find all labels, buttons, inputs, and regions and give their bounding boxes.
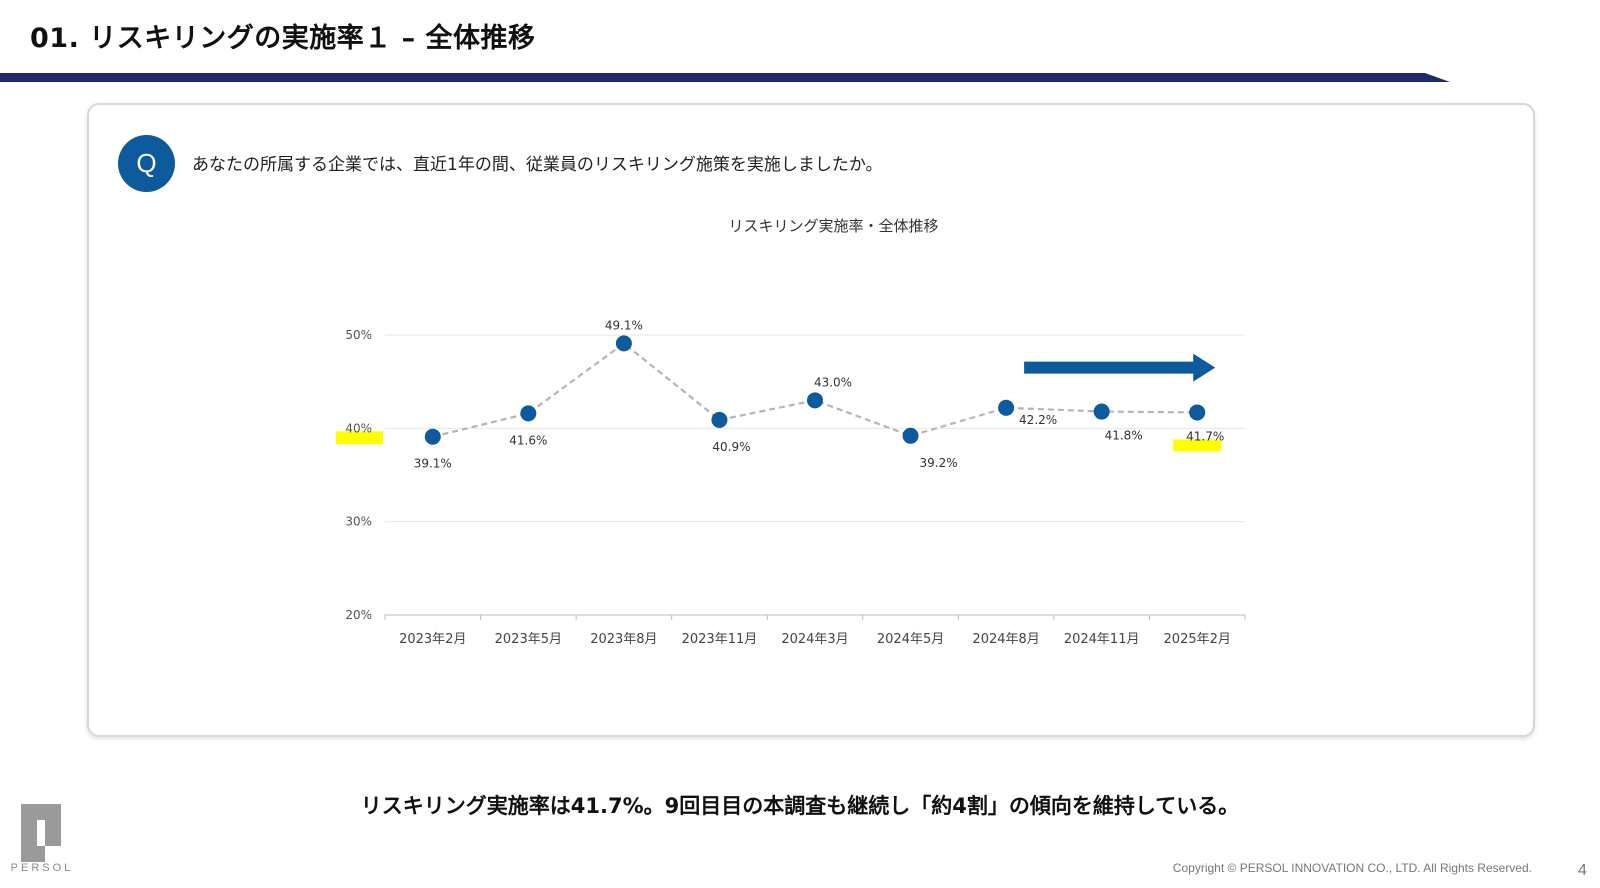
- x-tick-label: 2024年5月: [877, 632, 944, 647]
- y-tick-label: 50%: [345, 328, 372, 342]
- data-label: 42.2%: [1019, 413, 1057, 427]
- persol-logo-icon: [21, 804, 61, 862]
- page-title: 01. リスキリングの実施率１ – 全体推移: [30, 23, 536, 54]
- logo-text: PERSOL: [10, 862, 74, 874]
- data-label: 41.8%: [1105, 429, 1143, 443]
- series-line: [432, 342, 1198, 438]
- x-tick-label: 2024年3月: [781, 632, 848, 647]
- question-text: あなたの所属する企業では、直近1年の間、従業員のリスキリング施策を実施しましたか…: [192, 155, 883, 175]
- question-badge: Q: [118, 135, 175, 192]
- data-point: [998, 399, 1015, 416]
- data-point: [807, 392, 823, 409]
- x-tick-label: 2023年2月: [399, 632, 466, 647]
- data-point: [1093, 403, 1110, 420]
- y-tick-label: 40%: [345, 421, 372, 435]
- data-point: [615, 335, 632, 352]
- data-point: [1189, 404, 1206, 421]
- data-label: 41.6%: [509, 433, 547, 447]
- x-tick-label: 2023年11月: [682, 632, 758, 647]
- y-tick-highlight: [336, 431, 383, 445]
- data-label: 40.9%: [712, 440, 750, 454]
- y-tick-label: 20%: [345, 608, 372, 622]
- copyright-text: Copyright © PERSOL INNOVATION CO., LTD. …: [1172, 861, 1532, 875]
- x-tick-label: 2023年5月: [495, 632, 562, 647]
- data-point: [902, 427, 919, 444]
- chart-card: [87, 103, 1535, 737]
- x-tick-label: 2024年8月: [972, 632, 1039, 647]
- data-label: 39.2%: [919, 456, 957, 470]
- x-tick-label: 2024年11月: [1064, 632, 1140, 647]
- x-tick-label: 2023年8月: [590, 632, 657, 647]
- data-label: 43.0%: [814, 375, 852, 389]
- data-point: [424, 428, 441, 445]
- data-label-highlight: [1173, 439, 1222, 452]
- trend-arrow-icon: [1024, 353, 1216, 382]
- y-tick-label: 30%: [345, 515, 372, 529]
- x-tick-label: 2025年2月: [1164, 632, 1231, 647]
- chart-title: リスキリング実施率・全体推移: [728, 217, 939, 235]
- data-label: 41.7%: [1186, 429, 1224, 443]
- page-number: 4: [1578, 862, 1587, 879]
- data-point: [711, 411, 728, 428]
- data-label: 49.1%: [605, 320, 643, 332]
- line-chart: 20% 30% 40% 50% 2023年2月 2023年5月 2023年8月 2023年11…: [336, 320, 1246, 647]
- data-label: 39.1%: [414, 457, 452, 471]
- data-point: [520, 405, 537, 422]
- title-underline-bar: [0, 73, 1450, 82]
- summary-text: リスキリング実施率は41.7%。9回目目の本調査も継続し「約4割」の傾向を維持し…: [360, 794, 1240, 818]
